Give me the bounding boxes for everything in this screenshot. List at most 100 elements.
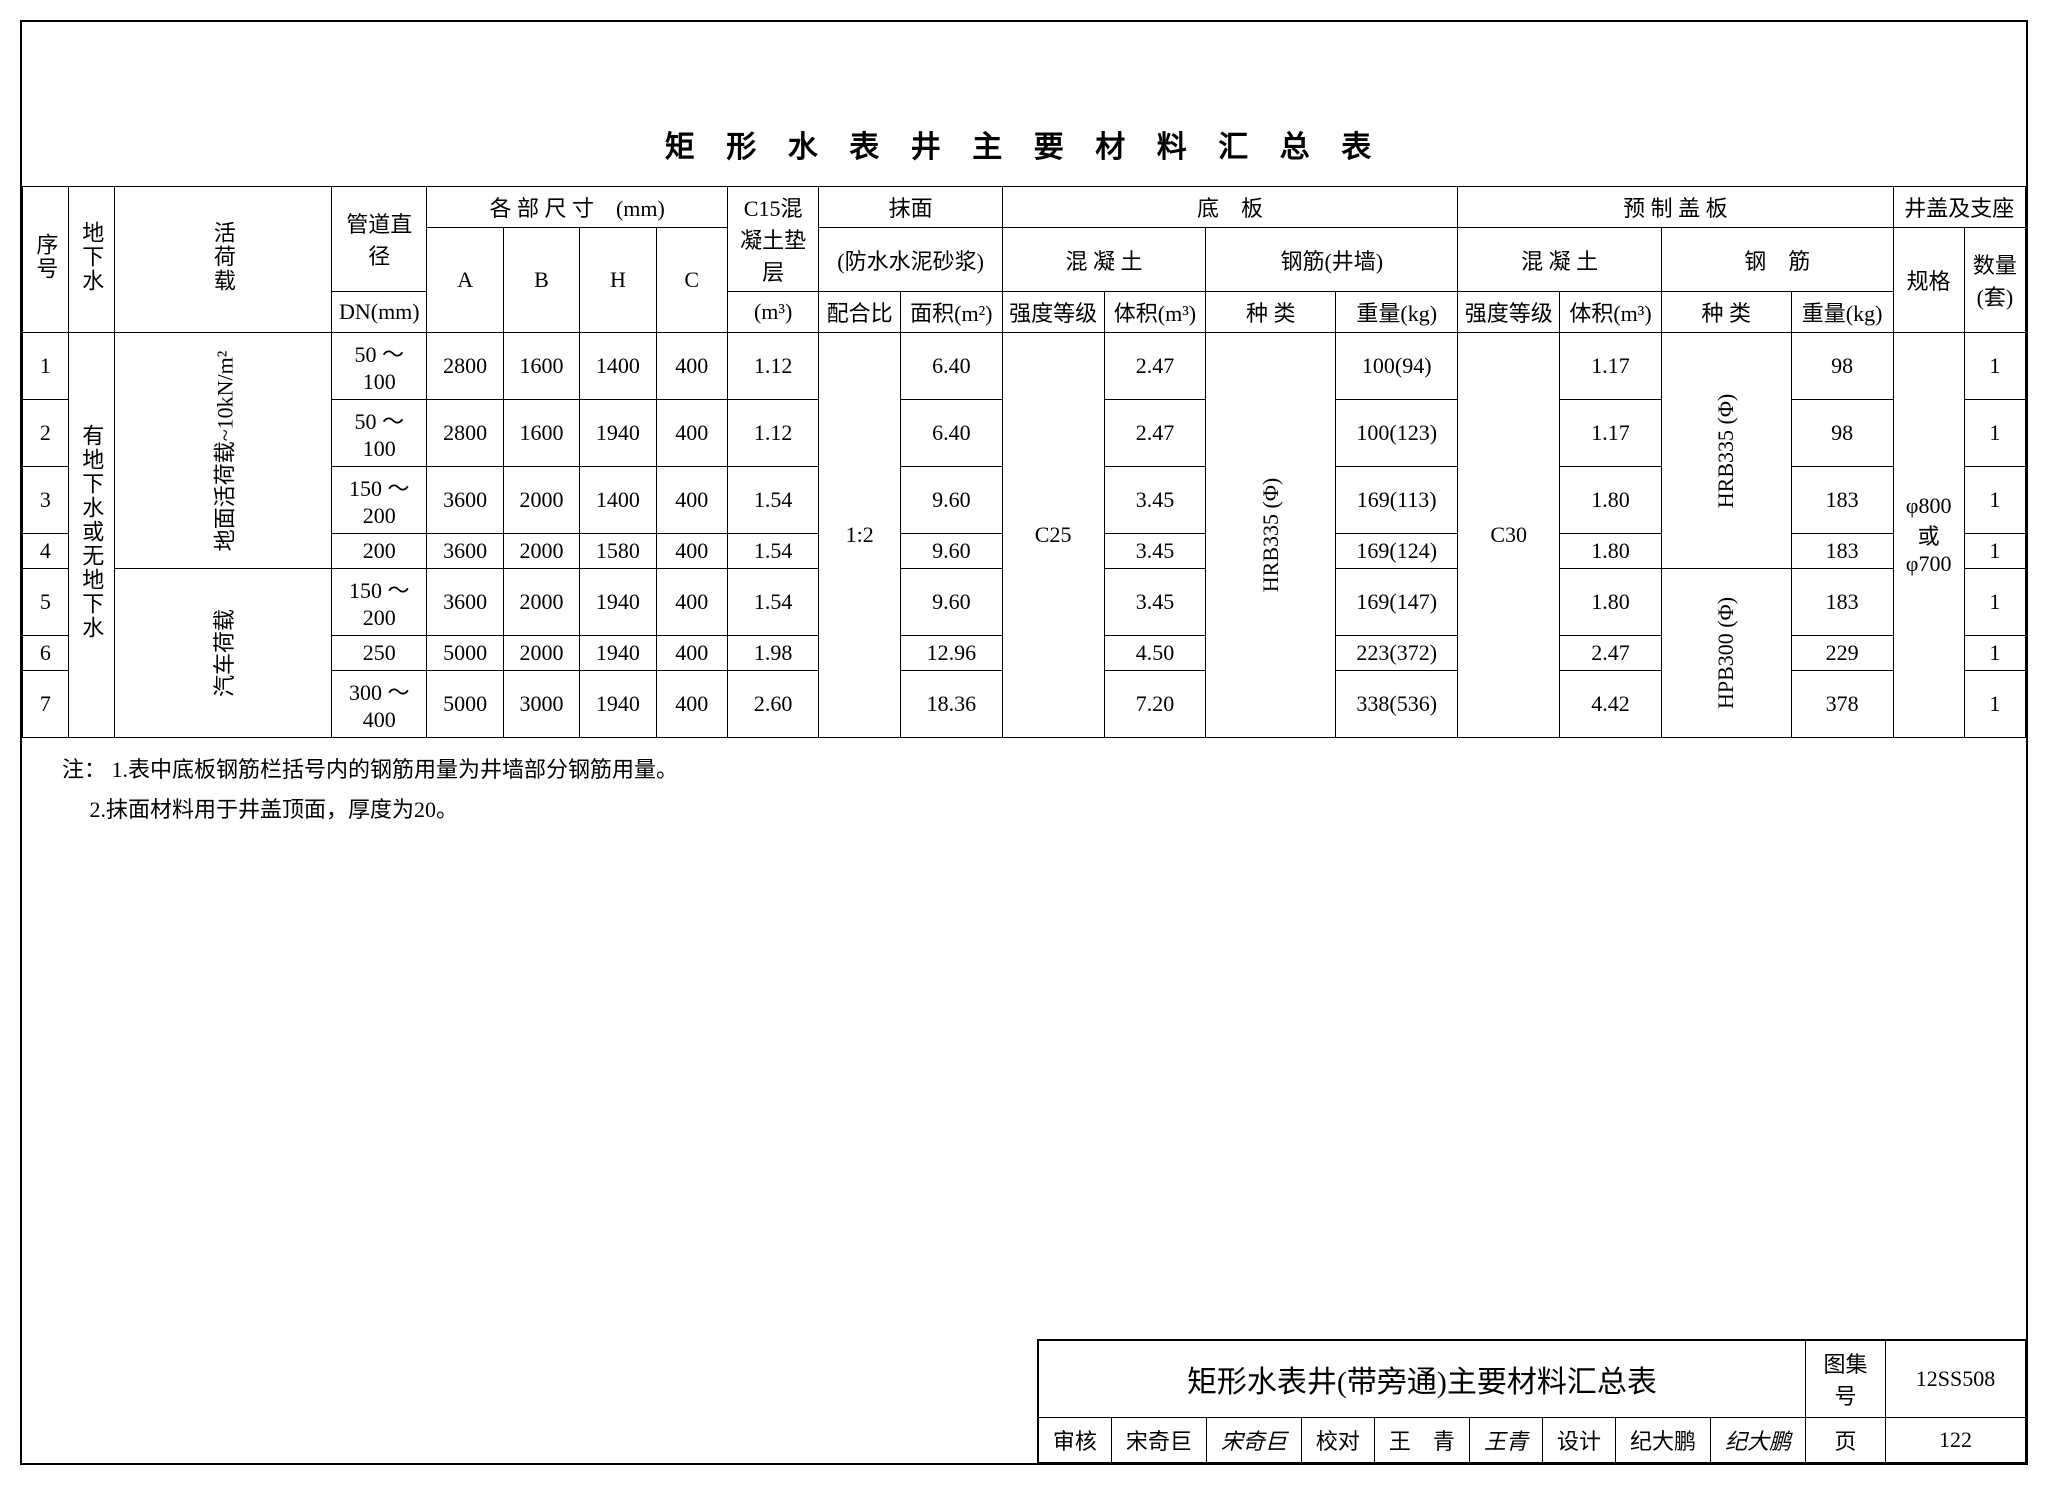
cell-H: 1940 — [580, 671, 656, 738]
col-pipedia-unit: DN(mm) — [332, 292, 427, 333]
cell-C: 400 — [656, 333, 727, 400]
cell-area: 9.60 — [900, 534, 1002, 569]
cell-pw: 183 — [1791, 534, 1893, 569]
cell-c15: 1.12 — [727, 333, 819, 400]
cell-qty: 1 — [1964, 671, 2025, 738]
cell-dn: 300 ～400 — [332, 671, 427, 738]
cell-C: 400 — [656, 467, 727, 534]
cell-bvol: 4.50 — [1104, 636, 1206, 671]
review-name: 宋奇巨 — [1111, 1418, 1206, 1463]
cell-c15: 2.60 — [727, 671, 819, 738]
cell-base-strength: C25 — [1002, 333, 1104, 738]
col-seq: 序号 — [29, 233, 61, 281]
cell-pvol: 1.80 — [1560, 534, 1662, 569]
col-base-rebar-wall: 钢筋(井墙) — [1206, 228, 1458, 292]
cell-pw: 229 — [1791, 636, 1893, 671]
cell-seq: 7 — [23, 671, 69, 738]
cell-mixratio: 1:2 — [819, 333, 900, 738]
note-1: 1.表中底板钢筋栏括号内的钢筋用量为井墙部分钢筋用量。 — [112, 757, 679, 782]
design-name: 纪大鹏 — [1615, 1418, 1710, 1463]
table-title: 矩 形 水 表 井 主 要 材 料 汇 总 表 — [22, 122, 2026, 166]
cell-dn: 150 ～200 — [332, 569, 427, 636]
cell-c15: 1.54 — [727, 569, 819, 636]
cell-area: 9.60 — [900, 467, 1002, 534]
cell-qty: 1 — [1964, 333, 2025, 400]
cell-C: 400 — [656, 671, 727, 738]
design-sig: 纪大鹏 — [1710, 1418, 1805, 1463]
cell-pw: 378 — [1791, 671, 1893, 738]
cell-B: 3000 — [503, 671, 579, 738]
cell-qty: 1 — [1964, 400, 2025, 467]
cell-bvol: 2.47 — [1104, 400, 1206, 467]
col-qty: 数量(套) — [1964, 228, 2025, 333]
cell-liveload-top: 地面活荷载~10kN/m² — [207, 350, 239, 551]
check-label: 校对 — [1301, 1418, 1374, 1463]
cell-A: 2800 — [427, 333, 503, 400]
cell-bw: 100(94) — [1336, 333, 1458, 400]
cell-pw: 183 — [1791, 569, 1893, 636]
check-name: 王 青 — [1374, 1418, 1469, 1463]
col-precast-volume: 体积(m³) — [1560, 292, 1662, 333]
col-A: A — [427, 228, 503, 333]
cell-pw: 98 — [1791, 400, 1893, 467]
cell-bvol: 3.45 — [1104, 569, 1206, 636]
col-dims: 各 部 尺 寸 (mm) — [427, 187, 727, 228]
cell-A: 3600 — [427, 569, 503, 636]
cell-c15: 1.54 — [727, 467, 819, 534]
cell-C: 400 — [656, 569, 727, 636]
col-base-kind: 种 类 — [1206, 292, 1336, 333]
cell-H: 1400 — [580, 333, 656, 400]
cell-pvol: 1.80 — [1560, 569, 1662, 636]
cell-C: 400 — [656, 400, 727, 467]
cell-A: 3600 — [427, 534, 503, 569]
design-label: 设计 — [1542, 1418, 1615, 1463]
cell-H: 1940 — [580, 569, 656, 636]
cell-bw: 338(536) — [1336, 671, 1458, 738]
col-base-volume: 体积(m³) — [1104, 292, 1206, 333]
col-pipedia: 管道直径 — [346, 212, 412, 269]
cell-C: 400 — [656, 534, 727, 569]
table-header: 序号 地下水 活荷载 管道直径 各 部 尺 寸 (mm) C15混凝土垫层 抹面… — [23, 187, 2026, 333]
atlas-no: 12SS508 — [1886, 1341, 2026, 1418]
cell-pw: 183 — [1791, 467, 1893, 534]
col-c15-unit: (m³) — [727, 292, 819, 333]
cell-dn: 200 — [332, 534, 427, 569]
page-label: 页 — [1806, 1418, 1886, 1463]
col-precast: 预 制 盖 板 — [1458, 187, 1893, 228]
cell-groundwater: 有地下水或无地下水 — [75, 424, 107, 640]
cell-area: 6.40 — [900, 400, 1002, 467]
cell-H: 1940 — [580, 636, 656, 671]
table-body: 1 有地下水或无地下水 地面活荷载~10kN/m² 50 ～100 2800 1… — [23, 333, 2026, 738]
col-base-strength: 强度等级 — [1002, 292, 1104, 333]
cell-seq: 1 — [23, 333, 69, 400]
cell-B: 1600 — [503, 400, 579, 467]
cell-B: 2000 — [503, 534, 579, 569]
col-c15: C15混凝土垫层 — [740, 196, 806, 285]
cell-liveload-bot: 汽车荷载 — [207, 609, 239, 697]
col-spec: 规格 — [1893, 228, 1964, 333]
drawing-title: 矩形水表井(带旁通)主要材料汇总表 — [1038, 1341, 1805, 1418]
cell-bvol: 3.45 — [1104, 534, 1206, 569]
cell-pw: 98 — [1791, 333, 1893, 400]
cell-bw: 169(113) — [1336, 467, 1458, 534]
cell-precast-rebar-kind-bot: HPB300 (Φ) — [1713, 597, 1739, 709]
col-precast-kind: 种 类 — [1661, 292, 1791, 333]
cell-bw: 223(372) — [1336, 636, 1458, 671]
cell-area: 12.96 — [900, 636, 1002, 671]
cell-pvol: 1.17 — [1560, 333, 1662, 400]
cell-qty: 1 — [1964, 534, 2025, 569]
col-liveload: 活荷载 — [207, 221, 239, 293]
cell-qty: 1 — [1964, 569, 2025, 636]
col-precast-concrete: 混 凝 土 — [1458, 228, 1662, 292]
cell-c15: 1.54 — [727, 534, 819, 569]
cell-dn: 150 ～200 — [332, 467, 427, 534]
cell-dn: 50 ～100 — [332, 333, 427, 400]
cell-qty: 1 — [1964, 467, 2025, 534]
col-C: C — [656, 228, 727, 333]
cell-A: 3600 — [427, 467, 503, 534]
col-baseplate: 底 板 — [1002, 187, 1458, 228]
cell-seq: 5 — [23, 569, 69, 636]
cell-A: 2800 — [427, 400, 503, 467]
cell-c15: 1.12 — [727, 400, 819, 467]
cell-bw: 100(123) — [1336, 400, 1458, 467]
